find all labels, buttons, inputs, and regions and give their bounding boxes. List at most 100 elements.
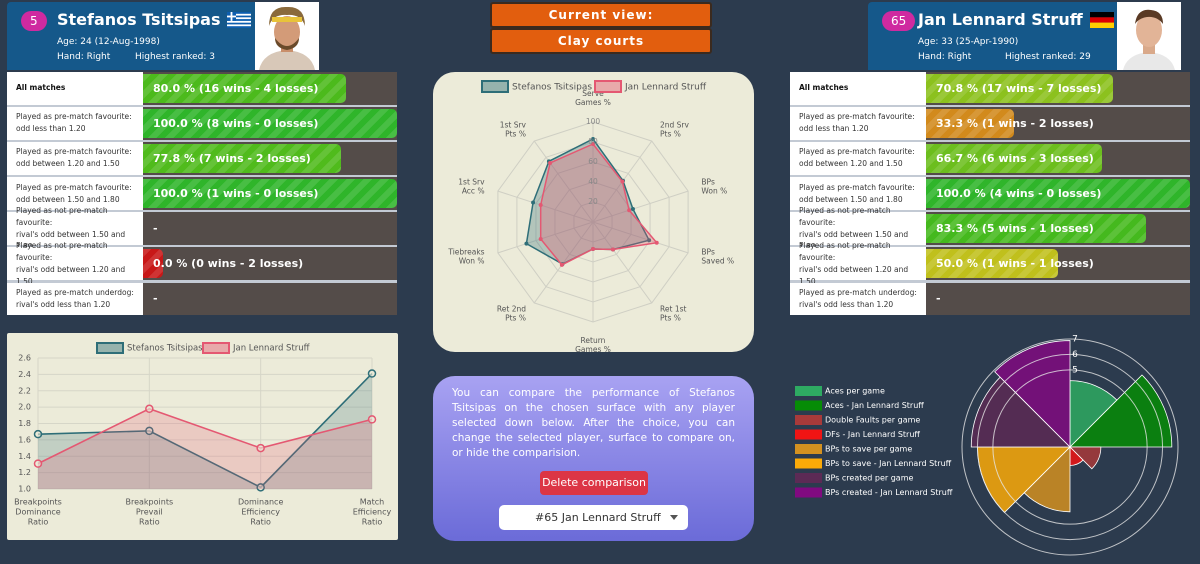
stats-bar <box>926 179 1190 208</box>
stats-text: 100.0 % (4 wins - 0 losses) <box>936 187 1102 201</box>
stats-text: - <box>153 222 158 236</box>
stats-text: 77.8 % (7 wins - 2 losses) <box>153 151 311 165</box>
legend-swatch <box>795 386 822 396</box>
stats-label-line: Played as not pre-match favourite: <box>799 240 891 262</box>
stats-bar <box>926 144 1103 173</box>
stats-label-line: All matches <box>16 83 66 93</box>
rank-badge: 65 <box>882 11 916 31</box>
stats-label-line: odd less than 1.20 <box>16 124 86 134</box>
stats-label: Played as pre-match underdog: rival's odd… <box>790 282 926 316</box>
stats-label-line: Played as pre-match favourite: <box>799 147 915 157</box>
player-header: 5 Stefanos Tsitsipas Age: 24 (12-Aug-1998)… <box>7 2 319 70</box>
player-highest: Highest ranked: 29 <box>1005 52 1091 62</box>
legend-label: BPs to save - Jan Lennard Struff <box>825 459 952 468</box>
legend-label: BPs to save per game <box>825 445 912 454</box>
select-text: #65 Jan Lennard Struff <box>535 511 661 524</box>
stats-label-line: Played as pre-match favourite: <box>16 112 132 122</box>
player-hand: Hand: Right <box>918 52 972 62</box>
stats-label-line: odd between 1.20 and 1.50 <box>799 159 903 169</box>
stats-label-line: odd between 1.20 and 1.50 <box>16 159 120 169</box>
stats-text: 66.7 % (6 wins - 3 losses) <box>936 151 1094 165</box>
stats-label-line: Played as pre-match favourite: <box>799 112 915 122</box>
stats-label-line: Played as pre-match underdog: <box>16 287 134 297</box>
stats-bar <box>926 249 1058 278</box>
player-age: Age: 33 (25-Apr-1990) <box>918 37 1019 47</box>
flag <box>1089 11 1114 28</box>
stats-bar-area: 100.0 % (1 wins - 0 losses) <box>143 177 397 210</box>
polar-sector <box>977 446 1071 514</box>
stats-label: All matches <box>7 72 143 105</box>
legend-label: BPs created - Jan Lennard Struff <box>825 488 953 497</box>
stats-table: All matches 70.8 % (17 wins - 7 losses) Pl… <box>790 72 1190 316</box>
legend-swatch <box>795 473 822 483</box>
player-header: 65 Jan Lennard Struff Age: 33 (25-Apr-1990… <box>868 2 1181 70</box>
stats-table: All matches 80.0 % (16 wins - 4 losses) Pl… <box>7 72 397 316</box>
polar-sector <box>1069 446 1084 466</box>
stats-text: 33.3 % (1 wins - 2 losses) <box>936 116 1094 130</box>
view-surface[interactable]: Clay courts <box>490 28 712 54</box>
stats-row: Played as not pre-match favourite: rival'… <box>7 206 397 251</box>
stats-bar <box>143 109 397 138</box>
stats-bar <box>143 144 341 173</box>
rank-badge: 5 <box>21 11 47 31</box>
stats-bar-area: 0.0 % (0 wins - 2 losses) <box>143 247 397 280</box>
stats-bar-area: 80.0 % (16 wins - 4 losses) <box>143 72 397 105</box>
stats-label-line: rival's odd less than 1.20 <box>799 299 894 309</box>
stats-text: 80.0 % (16 wins - 4 losses) <box>153 81 319 95</box>
stats-text: 100.0 % (1 wins - 0 losses) <box>153 187 319 201</box>
stats-bar <box>926 74 1113 103</box>
photo-art <box>259 6 315 70</box>
player-name-row: Stefanos Tsitsipas <box>57 10 252 29</box>
stats-row: All matches 70.8 % (17 wins - 7 losses) <box>790 72 1190 105</box>
polar-sector <box>994 340 1071 448</box>
stats-label: Played as not pre-match favourite: rival'… <box>7 241 143 286</box>
stats-text: 100.0 % (8 wins - 0 losses) <box>153 116 319 130</box>
stats-bar-area: 100.0 % (4 wins - 0 losses) <box>926 177 1190 210</box>
stats-label-line: Played as pre-match favourite: <box>16 147 132 157</box>
stats-bar <box>926 214 1146 243</box>
stats-bar-area: 33.3 % (1 wins - 2 losses) <box>926 107 1190 140</box>
stats-bar-area: 66.7 % (6 wins - 3 losses) <box>926 142 1190 175</box>
player-name: Stefanos Tsitsipas <box>57 10 221 29</box>
stats-text: 0.0 % (0 wins - 2 losses) <box>153 257 304 271</box>
polar-ring <box>961 338 1179 556</box>
stats-label-line: Played as pre-match favourite: <box>16 182 132 192</box>
line-card <box>7 333 398 540</box>
legend-swatch <box>795 415 822 425</box>
stats-row: Played as pre-match favourite: odd betwee… <box>790 177 1190 210</box>
stats-bar-area: - <box>926 282 1190 316</box>
stats-label-line: rival's odd between 1.50 and 1.80 <box>799 229 909 251</box>
legend-label: DFs - Jan Lennard Struff <box>825 430 920 439</box>
polar-tick-label: 6 <box>1072 350 1078 360</box>
flag <box>227 11 252 28</box>
info-card: You can compare the performance of Stefa… <box>433 376 754 541</box>
stats-bar-area: 70.8 % (17 wins - 7 losses) <box>926 72 1190 105</box>
stats-label-line: Played as not pre-match favourite: <box>16 240 108 262</box>
player-name: Jan Lennard Struff <box>918 10 1083 29</box>
photo-art <box>1123 9 1175 70</box>
stats-label: Played as pre-match favourite: odd betwee… <box>790 142 926 175</box>
polar-sector <box>1069 446 1102 470</box>
legend-swatch <box>795 444 822 454</box>
stats-bar <box>143 179 397 208</box>
polar-sector <box>1069 380 1118 448</box>
legend-swatch <box>795 400 822 411</box>
caret <box>670 515 678 520</box>
stats-bar-area: 50.0 % (1 wins - 1 losses) <box>926 247 1190 280</box>
stats-bar-area: 100.0 % (8 wins - 0 losses) <box>143 107 397 140</box>
stats-row: Played as pre-match favourite: odd betwee… <box>7 142 397 175</box>
legend-label: Aces per game <box>825 387 885 396</box>
polar-ring <box>992 369 1148 525</box>
legend-swatch <box>795 458 822 469</box>
stats-label: Played as pre-match favourite: odd less t… <box>7 107 143 140</box>
player-photo <box>1117 2 1181 70</box>
radar-card <box>433 72 754 352</box>
stats-text: - <box>153 292 158 306</box>
stats-label-line: Played as pre-match favourite: <box>799 182 915 192</box>
delete-button[interactable]: Delete comparison <box>540 471 648 495</box>
stats-row: Played as not pre-match favourite: rival'… <box>790 206 1190 251</box>
stats-label: Played as pre-match underdog: rival's odd… <box>7 282 143 316</box>
stats-text: - <box>936 292 941 306</box>
player-select[interactable]: #65 Jan Lennard Struff <box>499 505 688 530</box>
